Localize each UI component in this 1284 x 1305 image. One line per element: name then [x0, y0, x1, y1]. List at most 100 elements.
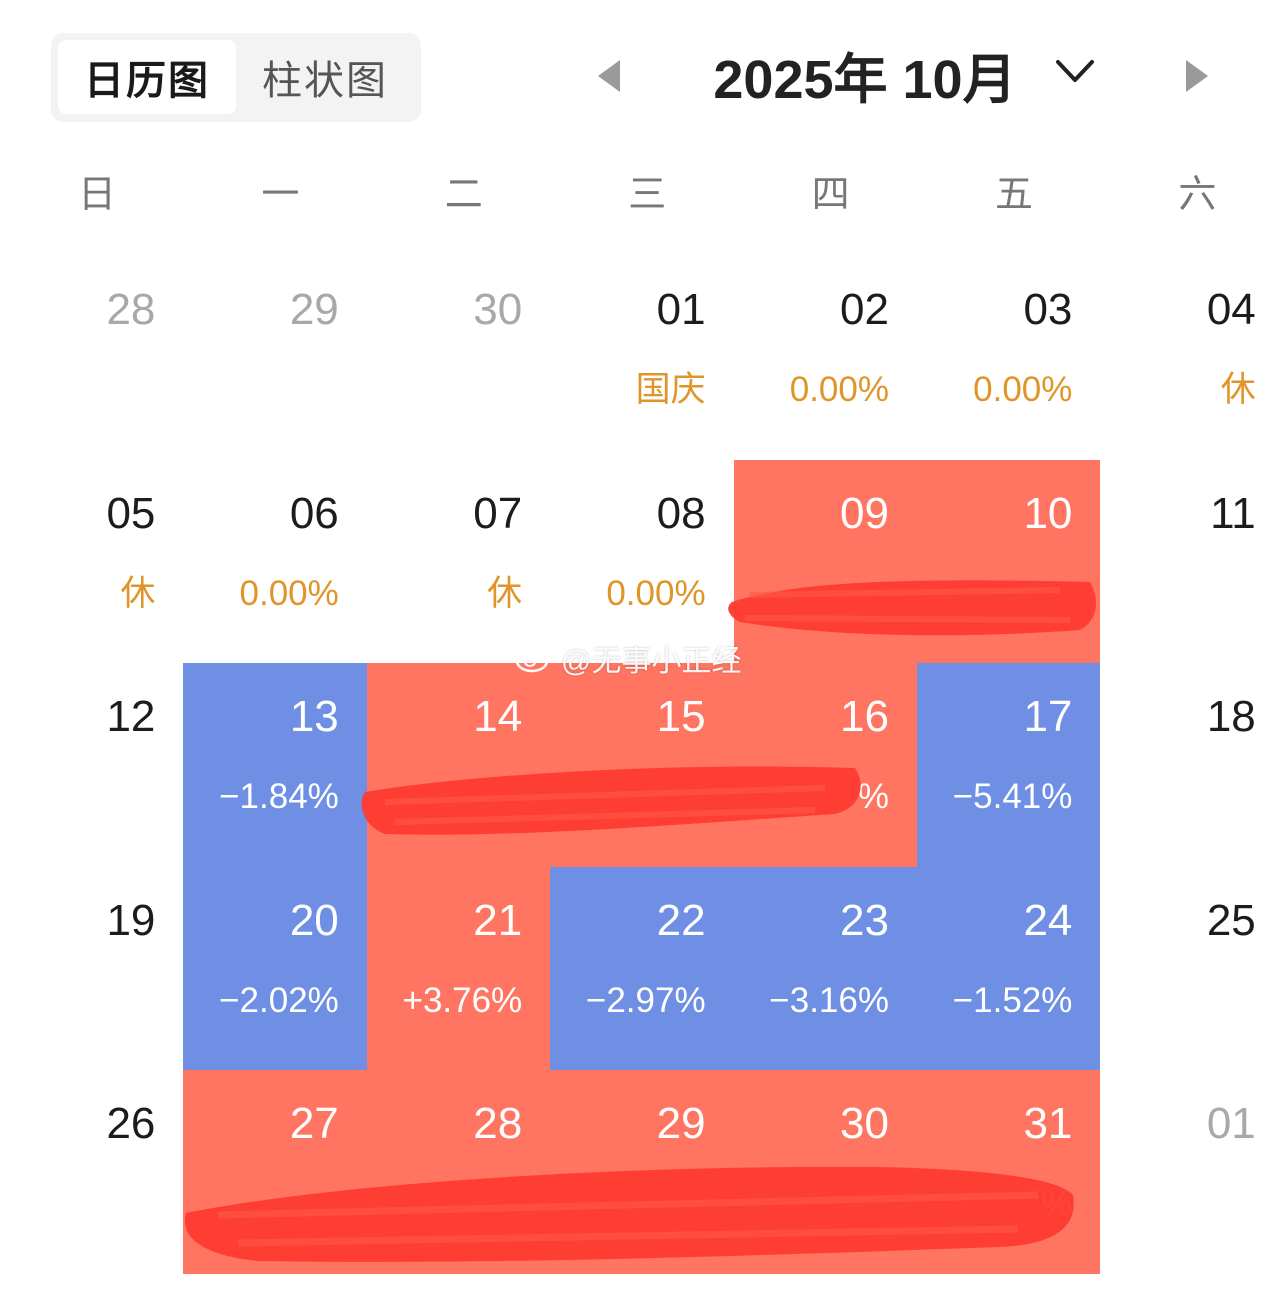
calendar-day-cell[interactable]: 14: [366, 663, 551, 867]
day-number: 29: [289, 285, 339, 334]
weekday-label: 四: [811, 174, 850, 216]
calendar-day-cell[interactable]: 09: [733, 459, 917, 663]
calendar-day-cell[interactable]: 29: [550, 1070, 734, 1274]
calendar-day-cell[interactable]: 11: [1100, 460, 1283, 664]
calendar-day-cell[interactable]: 12: [0, 663, 183, 867]
calendar-day-cell[interactable]: 10: [917, 459, 1101, 663]
day-number: 08: [656, 488, 706, 538]
day-number: 19: [106, 895, 156, 945]
day-number: 10: [1023, 488, 1073, 538]
calendar-day-cell[interactable]: 28: [0, 256, 183, 460]
calendar-day-cell[interactable]: 23 −3.16%: [733, 866, 917, 1070]
watermark-text: @无事小正经: [561, 645, 742, 678]
calendar-day-cell[interactable]: 05 休: [0, 460, 183, 664]
day-number: 25: [1206, 895, 1256, 945]
day-number: 21: [473, 895, 523, 945]
calendar-day-cell[interactable]: 16%: [733, 663, 917, 867]
calendar-day-cell[interactable]: 27: [183, 1070, 367, 1274]
day-number: 29: [656, 1099, 706, 1148]
calendar-view-tab[interactable]: 日历图: [58, 40, 236, 114]
day-value: +3.76%: [402, 980, 523, 1020]
bar-chart-view-tab[interactable]: 柱状图: [262, 59, 388, 103]
month-title[interactable]: 2025年 10月: [713, 50, 1017, 110]
day-number: 20: [289, 895, 339, 945]
day-value: 休: [487, 573, 523, 613]
day-value: 休: [120, 573, 156, 613]
day-value: −2.02%: [219, 980, 339, 1020]
day-number: 09: [840, 488, 889, 538]
weekday-label: 日: [78, 174, 117, 216]
day-number: 30: [840, 1099, 889, 1148]
chevron-down-icon[interactable]: [1055, 54, 1095, 88]
calendar-day-cell[interactable]: 08 0.00%: [550, 460, 733, 664]
day-number: 03: [1023, 285, 1073, 334]
calendar-day-cell[interactable]: 04 休: [1100, 256, 1283, 460]
day-number: 13: [289, 692, 339, 741]
day-value: −5.41%: [952, 777, 1073, 816]
weekday-label: 二: [444, 174, 483, 216]
calendar-day-cell[interactable]: 31%: [917, 1070, 1101, 1274]
weibo-icon: [515, 644, 553, 673]
day-value: −1.84%: [219, 777, 339, 816]
day-number: 06: [289, 488, 339, 538]
day-value: %: [1041, 1184, 1073, 1223]
calendar-day-cell[interactable]: 28: [366, 1070, 551, 1274]
calendar-day-cell[interactable]: 01 国庆: [550, 256, 733, 460]
calendar-day-cell[interactable]: 26: [0, 1070, 183, 1274]
next-month-icon[interactable]: [1186, 60, 1208, 92]
day-number: 14: [473, 692, 523, 741]
calendar-day-cell[interactable]: 06 0.00%: [183, 460, 366, 664]
calendar-day-cell[interactable]: 07 休: [367, 460, 550, 664]
day-value: 0.00%: [789, 370, 889, 409]
day-value: −2.97%: [585, 980, 706, 1020]
day-number: 02: [840, 285, 889, 334]
day-number: 07: [473, 488, 523, 538]
calendar-day-cell[interactable]: 18: [1100, 663, 1283, 867]
calendar-day-cell[interactable]: 22 −2.97%: [550, 866, 734, 1070]
day-value: 0.00%: [973, 370, 1073, 409]
day-number: 24: [1023, 895, 1073, 945]
day-number: 01: [1206, 1099, 1256, 1148]
day-number: 31: [1023, 1099, 1073, 1148]
day-number: 15: [656, 692, 706, 741]
day-number: 26: [106, 1099, 156, 1148]
calendar-day-cell[interactable]: 21 +3.76%: [366, 866, 551, 1070]
calendar-day-cell[interactable]: 25: [1100, 867, 1283, 1071]
day-number: 23: [840, 895, 889, 945]
calendar-day-cell[interactable]: 20 −2.02%: [183, 866, 367, 1070]
day-value: %: [857, 777, 889, 816]
calendar-day-cell[interactable]: 03 0.00%: [917, 256, 1100, 460]
calendar-day-cell[interactable]: 17 −5.41%: [917, 663, 1101, 867]
calendar-day-cell[interactable]: 13 −1.84%: [183, 663, 367, 867]
day-number: 18: [1206, 692, 1256, 741]
weekday-label: 一: [261, 174, 300, 216]
day-number: 11: [1210, 488, 1256, 538]
day-number: 01: [656, 285, 706, 334]
calendar-day-cell[interactable]: 02 0.00%: [734, 256, 917, 460]
weekday-label: 五: [995, 174, 1034, 216]
calendar-day-cell[interactable]: 15: [550, 663, 734, 867]
day-number: 30: [473, 285, 523, 334]
day-value: −1.52%: [952, 980, 1073, 1020]
prev-month-icon[interactable]: [598, 60, 620, 92]
weekday-label: 三: [628, 174, 667, 216]
day-number: 12: [106, 692, 156, 741]
day-number: 16: [840, 692, 889, 741]
watermark: @无事小正经: [515, 636, 741, 680]
calendar-day-cell[interactable]: 24 −1.52%: [917, 866, 1101, 1070]
day-value: 0.00%: [606, 573, 706, 613]
day-number: 05: [106, 488, 156, 538]
day-value: 0.00%: [239, 573, 339, 613]
day-value: 休: [1220, 370, 1256, 409]
calendar-day-cell[interactable]: 01: [1100, 1070, 1283, 1274]
weekday-label: 六: [1178, 174, 1217, 216]
calendar-day-cell[interactable]: 30: [367, 256, 550, 460]
day-number: 17: [1023, 692, 1073, 741]
calendar-day-cell[interactable]: 29: [183, 256, 366, 460]
calendar-day-cell[interactable]: 30: [733, 1070, 917, 1274]
day-value: −3.16%: [769, 980, 889, 1020]
day-number: 27: [289, 1099, 339, 1148]
view-toggle: 日历图 柱状图: [51, 33, 421, 122]
calendar-day-cell[interactable]: 19: [0, 867, 183, 1071]
day-number: 28: [106, 285, 156, 334]
